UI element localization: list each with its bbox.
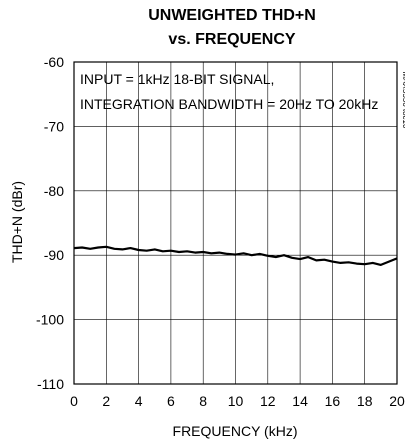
chart-title-line-1: UNWEIGHTED THD+N: [148, 7, 316, 24]
annotation-line-1: INPUT = 1kHz 18-BIT SIGNAL,: [80, 71, 274, 87]
y-tick-label: -80: [44, 183, 64, 199]
y-tick-label: -60: [44, 54, 64, 70]
y-tick-label: -110: [37, 376, 64, 392]
x-tick-label: 12: [260, 393, 276, 409]
y-axis-ticks: -60 -70 -80 -90 -100 -110: [36, 54, 64, 392]
y-tick-label: -70: [44, 118, 64, 134]
x-axis-ticks: 0 2 4 6 8 10 12 14 16 18 20: [70, 393, 405, 409]
series-layer: [73, 245, 398, 266]
x-tick-label: 20: [389, 393, 405, 409]
y-tick-label: -100: [36, 312, 64, 328]
grid: [74, 62, 397, 384]
x-tick-label: 14: [292, 393, 308, 409]
y-axis-label: THD+N (dBr): [9, 181, 25, 263]
figure-id: MAX5556 toc10: [401, 72, 405, 129]
y-tick-label: -90: [44, 247, 64, 263]
x-tick-label: 6: [167, 393, 175, 409]
x-tick-label: 0: [70, 393, 78, 409]
annotation-line-2: INTEGRATION BANDWIDTH = 20Hz TO 20kHz: [80, 96, 378, 112]
x-tick-label: 16: [325, 393, 341, 409]
series-line: [73, 245, 398, 266]
x-tick-label: 4: [135, 393, 143, 409]
chart-title-line-2: vs. FREQUENCY: [168, 31, 295, 48]
x-tick-label: 2: [102, 393, 110, 409]
x-axis-label: FREQUENCY (kHz): [173, 423, 298, 439]
x-tick-label: 10: [228, 393, 244, 409]
x-tick-label: 8: [199, 393, 207, 409]
x-tick-label: 18: [357, 393, 373, 409]
plot-frame: [73, 61, 398, 385]
